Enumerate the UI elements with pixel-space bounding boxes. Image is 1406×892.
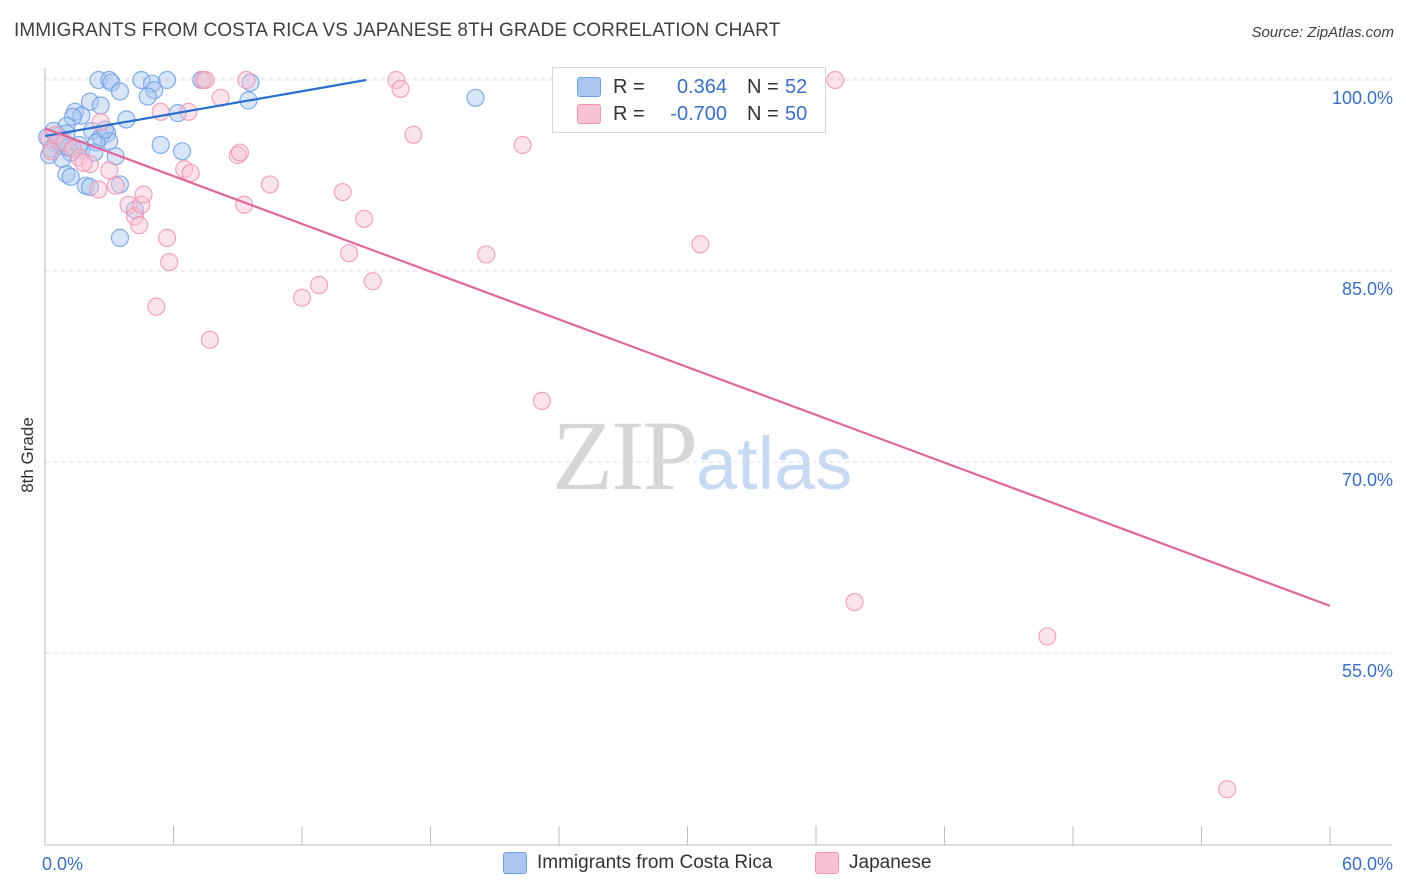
point-costa-rica <box>91 96 110 115</box>
point-japanese <box>387 70 406 90</box>
legend-swatch-costa-rica <box>577 77 601 97</box>
point-costa-rica <box>151 135 170 155</box>
points-layer <box>38 70 1237 799</box>
legend-row-japanese: R = -0.700 N = 50 <box>577 102 807 126</box>
point-japanese <box>160 252 179 272</box>
watermark: ZIPatlas <box>552 398 852 513</box>
point-japanese <box>292 288 312 307</box>
point-japanese <box>237 70 256 90</box>
point-japanese <box>89 180 108 199</box>
watermark-zip: ZIP <box>552 400 698 511</box>
legend-r-value: -0.700 <box>670 102 727 125</box>
y-tick-label: 70.0% <box>1342 470 1393 490</box>
point-japanese <box>230 143 249 162</box>
point-costa-rica <box>466 88 485 107</box>
point-costa-rica <box>132 70 151 90</box>
point-costa-rica <box>63 107 82 127</box>
bottom-legend-costa-rica: Immigrants from Costa Rica <box>503 852 772 874</box>
x-tick-label: 0.0% <box>42 854 83 874</box>
point-japanese <box>1038 627 1057 646</box>
point-costa-rica <box>138 87 157 106</box>
point-japanese <box>100 161 119 180</box>
point-japanese <box>228 146 247 165</box>
point-japanese <box>80 154 100 174</box>
legend-swatch-japanese <box>577 104 601 124</box>
point-japanese <box>826 70 845 90</box>
point-japanese <box>513 135 532 155</box>
point-japanese <box>1218 780 1237 799</box>
point-japanese <box>119 195 138 214</box>
y-tick-label: 55.0% <box>1342 661 1393 681</box>
point-japanese <box>691 235 710 254</box>
point-japanese <box>340 244 359 263</box>
bottom-legend-label-costa-rica: Immigrants from Costa Rica <box>537 852 773 873</box>
point-japanese <box>310 275 329 295</box>
stats-legend: R = 0.364 N = 52 R = -0.700 N = 50 <box>552 67 826 133</box>
point-costa-rica <box>110 82 130 101</box>
legend-r-value: 0.364 <box>676 75 727 98</box>
point-japanese <box>106 176 125 195</box>
label-layer: 100.0% 85.0% 70.0% 55.0% 0.0% 60.0% <box>42 88 1393 874</box>
point-japanese <box>333 182 352 202</box>
axis-layer <box>44 68 1392 846</box>
legend-r-label: R = <box>613 75 645 98</box>
legend-n-label: N = <box>747 102 779 125</box>
point-japanese <box>63 139 82 158</box>
point-japanese <box>845 592 864 612</box>
legend-n-value: 52 <box>785 75 808 98</box>
point-japanese <box>134 185 153 204</box>
point-costa-rica <box>100 132 119 151</box>
point-costa-rica <box>172 142 192 161</box>
chart-source: Source: ZipAtlas.com <box>1251 24 1394 41</box>
point-costa-rica <box>117 110 136 129</box>
point-japanese <box>42 142 61 161</box>
point-japanese <box>181 163 200 183</box>
point-japanese <box>477 245 496 264</box>
point-costa-rica <box>157 70 177 90</box>
point-japanese <box>363 272 382 291</box>
point-japanese <box>125 207 145 226</box>
point-japanese <box>196 70 215 90</box>
bottom-legend-label-japanese: Japanese <box>849 852 932 873</box>
point-japanese <box>532 391 551 410</box>
grid-layer <box>45 77 1392 654</box>
legend-n-label: N = <box>747 75 779 98</box>
point-japanese <box>157 228 177 247</box>
legend-row-costa-rica: R = 0.364 N = 52 <box>577 75 807 99</box>
legend-r-label: R = <box>613 102 645 125</box>
point-costa-rica <box>61 167 80 186</box>
chart-title: IMMIGRANTS FROM COSTA RICA VS JAPANESE 8… <box>14 20 781 41</box>
point-japanese <box>74 153 93 172</box>
trend-line-japanese <box>44 127 1331 607</box>
point-japanese <box>355 209 374 228</box>
point-japanese <box>147 297 166 316</box>
legend-n-value: 50 <box>785 102 808 125</box>
trend-layer <box>44 78 1331 607</box>
y-tick-label: 100.0% <box>1332 88 1393 108</box>
point-japanese <box>260 175 279 194</box>
trend-line-costa-rica <box>44 78 367 138</box>
bottom-legend-swatch-japanese <box>815 852 839 874</box>
point-costa-rica <box>80 92 100 111</box>
point-japanese <box>391 79 410 99</box>
point-costa-rica <box>100 70 119 90</box>
watermark-atlas: atlas <box>696 422 853 505</box>
point-japanese <box>130 216 149 235</box>
y-tick-label: 85.0% <box>1342 279 1393 299</box>
point-japanese <box>404 125 423 144</box>
bottom-legend-japanese: Japanese <box>815 852 931 874</box>
point-costa-rica <box>110 228 130 247</box>
bottom-legend-swatch-costa-rica <box>503 852 527 874</box>
point-japanese <box>200 330 220 349</box>
x-tick-label: 60.0% <box>1342 854 1393 874</box>
